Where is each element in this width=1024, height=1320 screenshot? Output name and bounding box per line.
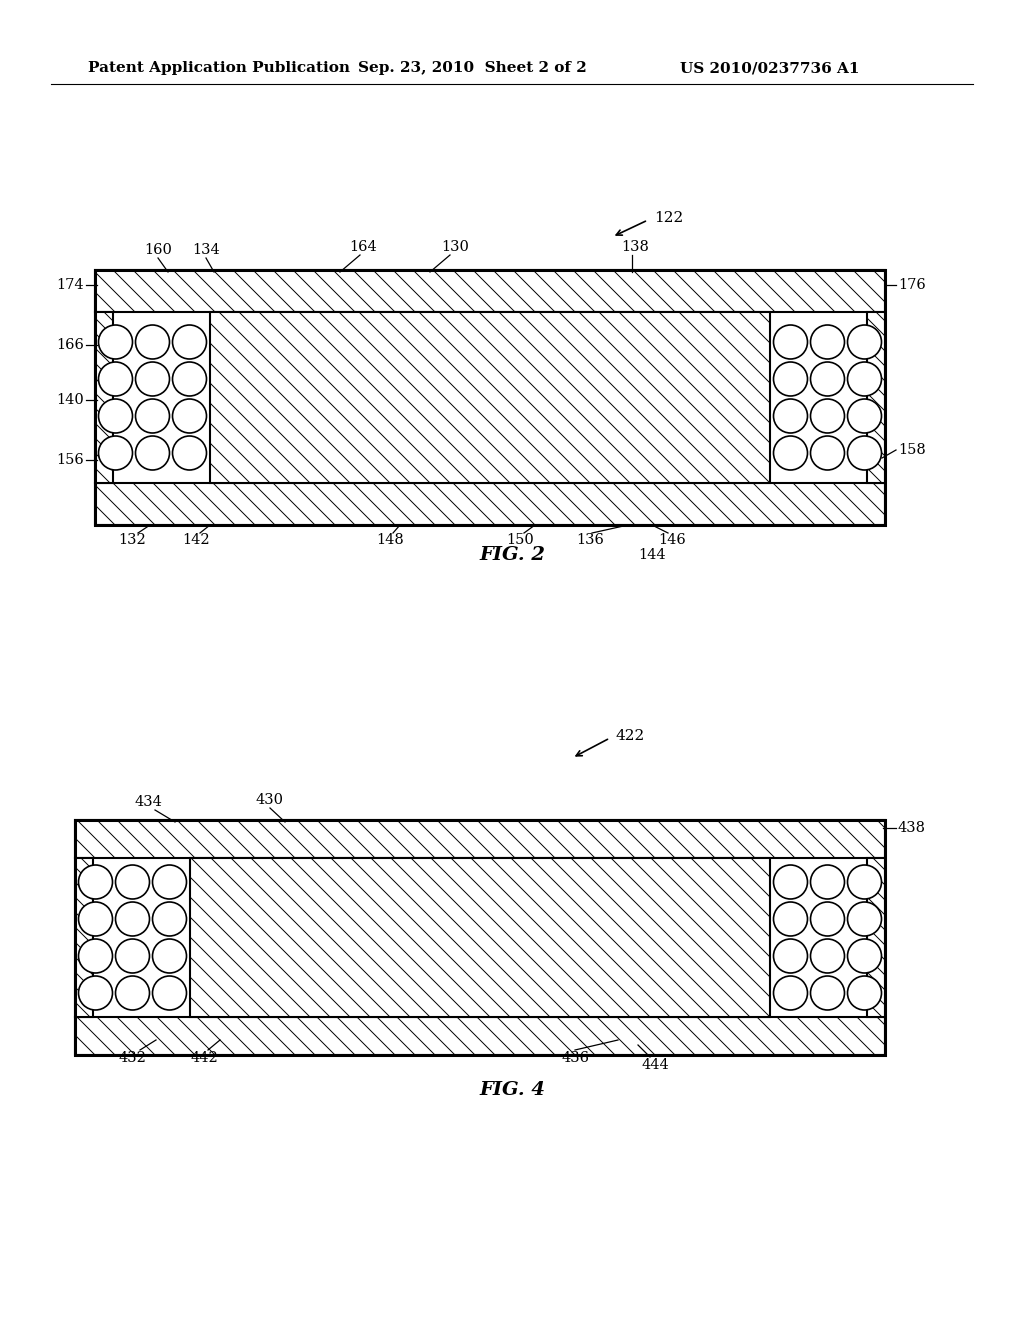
Circle shape [773,399,808,433]
Text: 158: 158 [898,444,926,457]
Text: FIG. 4: FIG. 4 [479,1081,545,1100]
Text: Sep. 23, 2010  Sheet 2 of 2: Sep. 23, 2010 Sheet 2 of 2 [358,61,587,75]
Circle shape [773,436,808,470]
Circle shape [811,325,845,359]
Circle shape [172,399,207,433]
Bar [95,271,885,525]
Text: 442: 442 [190,1051,218,1065]
Text: 430: 430 [256,793,284,807]
Text: 130: 130 [441,240,469,253]
Circle shape [811,902,845,936]
Text: 444: 444 [641,1059,669,1072]
Circle shape [79,975,113,1010]
Circle shape [848,325,882,359]
Circle shape [848,939,882,973]
Circle shape [848,975,882,1010]
Bar [75,820,885,1055]
Circle shape [773,902,808,936]
Circle shape [848,362,882,396]
Text: 434: 434 [134,795,162,809]
Bar [95,271,885,312]
Text: 150: 150 [506,533,534,546]
Circle shape [848,436,882,470]
Bar [95,312,113,483]
Circle shape [172,325,207,359]
Circle shape [153,939,186,973]
Text: 132: 132 [118,533,145,546]
Text: 156: 156 [56,453,84,467]
Circle shape [773,939,808,973]
Circle shape [116,902,150,936]
Circle shape [79,939,113,973]
Circle shape [811,939,845,973]
Text: 422: 422 [616,729,645,743]
Text: 164: 164 [349,240,377,253]
Circle shape [135,436,170,470]
Text: 438: 438 [898,821,926,836]
Circle shape [79,865,113,899]
Bar [210,312,770,483]
Bar [95,483,885,525]
Circle shape [811,865,845,899]
Circle shape [135,399,170,433]
Bar [75,858,93,1016]
Circle shape [98,325,132,359]
Bar [75,1016,885,1055]
Text: 148: 148 [376,533,403,546]
Text: FIG. 2: FIG. 2 [479,546,545,564]
Circle shape [773,362,808,396]
Text: 142: 142 [182,533,210,546]
Circle shape [153,865,186,899]
Text: 138: 138 [622,240,649,253]
Circle shape [811,362,845,396]
Bar [190,858,770,1016]
Text: US 2010/0237736 A1: US 2010/0237736 A1 [680,61,859,75]
Text: 144: 144 [638,548,666,562]
Bar [75,820,885,858]
Text: Patent Application Publication: Patent Application Publication [88,61,350,75]
Text: 146: 146 [658,533,686,546]
Circle shape [811,436,845,470]
Circle shape [773,325,808,359]
Circle shape [848,865,882,899]
Circle shape [811,399,845,433]
Circle shape [773,865,808,899]
Circle shape [848,902,882,936]
Circle shape [135,325,170,359]
Circle shape [116,975,150,1010]
Circle shape [116,865,150,899]
Circle shape [848,399,882,433]
Circle shape [773,975,808,1010]
Bar [867,858,885,1016]
Circle shape [172,436,207,470]
Text: 160: 160 [144,243,172,257]
Circle shape [116,939,150,973]
Text: 432: 432 [118,1051,146,1065]
Bar [867,312,885,483]
Circle shape [153,902,186,936]
Text: 436: 436 [561,1051,589,1065]
Circle shape [98,399,132,433]
Circle shape [79,902,113,936]
Text: 136: 136 [577,533,604,546]
Circle shape [98,362,132,396]
Text: 140: 140 [56,393,84,407]
Circle shape [153,975,186,1010]
Text: 122: 122 [654,211,683,224]
Text: 134: 134 [193,243,220,257]
Text: 176: 176 [898,279,926,292]
Circle shape [172,362,207,396]
Text: 174: 174 [56,279,84,292]
Circle shape [98,436,132,470]
Text: 166: 166 [56,338,84,352]
Circle shape [811,975,845,1010]
Circle shape [135,362,170,396]
